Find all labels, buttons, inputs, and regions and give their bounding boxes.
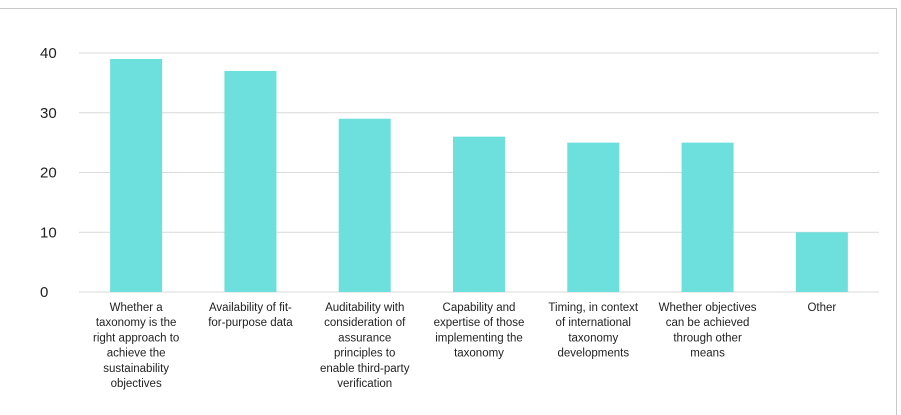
x-tick-label-line: Auditability with [325, 302, 404, 314]
x-tick-label-line: Timing, in context [548, 302, 638, 314]
x-tick-label-line: of international [556, 317, 631, 329]
x-tick-label-line: can be achieved [666, 317, 750, 329]
x-tick-label-line: through other [673, 332, 742, 344]
x-tick-label-4: Capability and expertise of those implemen… [434, 302, 525, 360]
x-tick-label-line: implementing the [435, 332, 523, 344]
x-tick-label-line: Whether objectives [659, 302, 757, 314]
y-tick-label-30: 30 [40, 105, 57, 122]
x-tick-label-6: Whether objectives can be achieved through… [659, 302, 757, 360]
x-tick-label-line: Other [807, 302, 836, 314]
x-tick-label-line: achieve the [107, 348, 166, 360]
x-tick-label-line: principles to [334, 348, 395, 360]
figure-border-top [0, 8, 897, 9]
x-tick-label-line: assurance [338, 332, 391, 344]
x-tick-label-line: sustainability [103, 363, 169, 375]
x-tick-label-line: taxonomy [568, 332, 618, 344]
x-tick-label-line: developments [557, 348, 629, 360]
y-tick-label-40: 40 [40, 45, 57, 62]
x-tick-label-3: Auditability with consideration of assuran… [320, 302, 410, 390]
x-tick-label-line: right approach to [93, 332, 179, 344]
x-tick-label-line: objectives [111, 378, 162, 390]
x-tick-label-line: Whether a [110, 302, 164, 314]
x-tick-label-line: Capability and [443, 302, 516, 314]
x-tick-label-line: Availability of fit- [209, 302, 292, 314]
bar-7 [795, 232, 848, 292]
x-tick-label-line: taxonomy is the [96, 317, 177, 329]
x-tick-label-line: verification [337, 378, 392, 390]
bar-3 [338, 118, 391, 292]
y-tick-label-0: 0 [40, 284, 48, 301]
bar-6 [681, 142, 734, 292]
y-tick-label-10: 10 [40, 224, 57, 241]
x-tick-label-line: taxonomy [454, 348, 504, 360]
bar-1 [110, 58, 163, 292]
bar-2 [224, 70, 277, 292]
x-tick-label-line: enable third-party [320, 363, 410, 375]
bar-4 [453, 136, 505, 292]
x-tick-label-line: expertise of those [434, 317, 525, 329]
x-tick-label-5: Timing, in context of international taxono… [548, 302, 638, 360]
x-tick-label-line: for-purpose data [208, 317, 293, 329]
x-tick-label-7: Other [807, 302, 836, 314]
figure-border-right [896, 8, 897, 415]
x-tick-label-line: consideration of [324, 317, 406, 329]
bar-5 [567, 142, 620, 292]
x-tick-label-1: Whether a taxonomy is the right approach t… [93, 302, 179, 390]
x-tick-label-line: means [690, 348, 725, 360]
y-tick-label-20: 20 [40, 165, 57, 182]
x-tick-label-2: Availability of fit-for-purpose data [208, 302, 293, 329]
